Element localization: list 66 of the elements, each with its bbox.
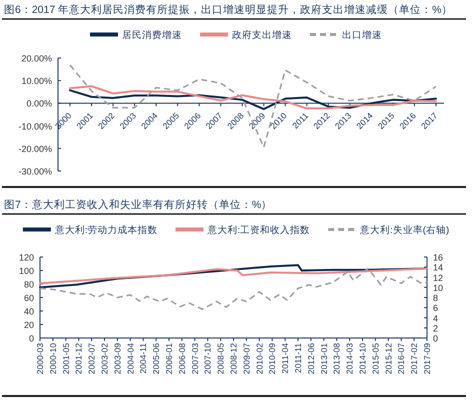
y2-tick-label: 10	[433, 282, 444, 293]
x-tick-label: 2014-10	[358, 342, 368, 374]
y-tick-label: -30.00%	[18, 166, 52, 176]
x-tick-label: 2013-08	[332, 342, 342, 374]
y2-tick-label: 6	[433, 303, 438, 314]
y-tick-label: 40	[24, 306, 34, 316]
y-tick-label: 20	[24, 320, 34, 330]
x-tick-label: 2008-05	[216, 342, 226, 374]
line-series	[39, 268, 428, 310]
x-tick-label: 2007-03	[190, 342, 200, 374]
x-tick-label: 2012-06	[306, 342, 316, 374]
x-tick-label: 2017-02	[409, 342, 420, 374]
x-tick-label: 2017-09	[422, 342, 432, 374]
x-tick-label: 2015-05	[370, 342, 380, 374]
x-tick-label: 2006-08	[176, 342, 187, 374]
line-series	[69, 64, 437, 148]
x-tick-label: 2011-04	[280, 342, 290, 374]
y-tick-label: 100	[18, 266, 34, 276]
y2-tick-label: 14	[433, 262, 444, 273]
line-series	[39, 267, 428, 284]
y-tick-label: 0.00%	[26, 98, 52, 109]
y2-tick-label: 0	[433, 334, 438, 344]
y-tick-label: -20.00%	[18, 144, 52, 154]
x-tick-label: 2004-11	[138, 342, 148, 374]
x-tick-label: 2014-03	[344, 342, 355, 374]
line-series	[69, 85, 437, 110]
x-tick-label: 2006-01	[164, 342, 174, 374]
y-tick-label: 20.00%	[21, 54, 52, 64]
x-tick-label: 2016-07	[396, 342, 406, 374]
legend-label: 意大利:失业率(右轴)	[359, 224, 450, 236]
x-tick-label: 2011-11	[293, 342, 303, 373]
y-tick-label: 0	[28, 334, 34, 344]
x-tick-label: 2010-09	[267, 342, 278, 374]
legend-label: 政府支出增速	[232, 29, 292, 41]
y2-tick-label: 4	[433, 313, 438, 324]
x-tick-label: 2010-02	[254, 342, 264, 374]
x-tick-label: 2005-06	[151, 342, 162, 374]
x-tick-label: 2000-10	[48, 342, 58, 374]
x-tick-label: 2003-09	[112, 342, 122, 374]
y2-tick-label: 12	[433, 272, 444, 283]
y-tick-label: 120	[18, 252, 34, 262]
line-series	[69, 89, 437, 110]
y2-tick-label: 2	[433, 323, 438, 334]
y-tick-label: -10.00%	[18, 121, 52, 132]
legend-label: 意大利:工资和收入指数	[206, 224, 310, 236]
x-tick-label: 2002-07	[86, 342, 97, 374]
y-tick-label: 80	[24, 280, 34, 290]
x-tick-label: 2000-03	[35, 342, 45, 374]
x-tick-label: 2015-12	[383, 342, 394, 374]
y2-tick-label: 8	[433, 293, 438, 303]
legend-label: 居民消费增速	[122, 29, 182, 41]
legend-label: 出口增速	[342, 29, 382, 41]
x-tick-label: 2004-04	[125, 342, 136, 374]
chart-title: 图7：意大利工资收入和失业率有有所好转（单位：%）	[4, 198, 272, 211]
y2-tick-label: 16	[433, 252, 444, 262]
x-tick-label: 2007-10	[202, 342, 213, 374]
x-tick-label: 2013-01	[318, 342, 329, 374]
chart-title: 图6：2017 年意大利居民消费有所提振，出口增速明显提升，政府支出增速减缓（单位：%）	[4, 3, 452, 16]
y-tick-label: 60	[24, 293, 34, 303]
x-tick-label: 2008-12	[228, 342, 238, 374]
legend-label: 意大利:劳动力成本指数	[54, 224, 158, 236]
x-tick-label: 2001-12	[74, 342, 84, 374]
x-tick-label: 2009-07	[241, 342, 252, 374]
x-tick-label: 2003-02	[100, 342, 110, 374]
y-tick-label: 10.00%	[21, 76, 52, 86]
x-tick-label: 2001-05	[60, 342, 71, 374]
